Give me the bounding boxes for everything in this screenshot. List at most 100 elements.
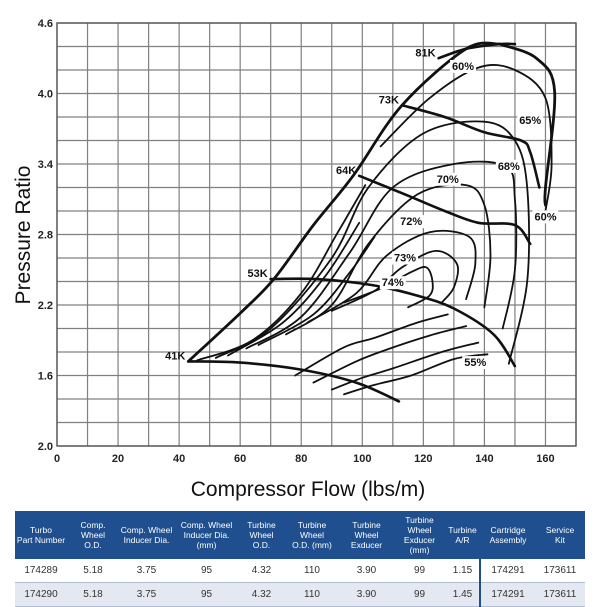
header-inducer-dia-mm: Comp. Wheel Inducer Dia. (mm) bbox=[174, 511, 239, 559]
efficiency-label-bg bbox=[462, 356, 489, 370]
speed-label-64k: 64K bbox=[336, 165, 356, 177]
cell-inducer-dia: 3.75 bbox=[119, 582, 174, 607]
efficiency-island-70 bbox=[285, 183, 492, 336]
table-row: 174290 5.18 3.75 95 4.32 110 3.90 99 1.4… bbox=[15, 582, 585, 607]
efficiency-label: 65% bbox=[519, 115, 541, 127]
speed-line-73k bbox=[400, 104, 541, 189]
chart-curves bbox=[186, 41, 557, 403]
surge-line bbox=[186, 41, 502, 363]
y-tick-label: 3.4 bbox=[38, 159, 54, 171]
header-inducer-dia: Comp. Wheel Inducer Dia. bbox=[119, 511, 174, 559]
x-tick-label: 60 bbox=[234, 453, 246, 465]
cell-turbine-ar: 1.45 bbox=[446, 582, 480, 607]
header-turbine-wheel-od: Turbine Wheel O.D. bbox=[239, 511, 284, 559]
turbo-spec-table: Turbo Part Number Comp. Wheel O.D. Comp. W… bbox=[15, 511, 585, 607]
efficiency-contour-line bbox=[227, 221, 361, 357]
header-part-number: Turbo Part Number bbox=[15, 511, 67, 559]
x-tick-label: 20 bbox=[112, 453, 124, 465]
header-service-kit: Service Kit bbox=[535, 511, 585, 559]
header-turbine-wheel-od-mm: Turbine Wheel O.D. (mm) bbox=[284, 511, 340, 559]
speed-line-41k bbox=[187, 360, 401, 403]
speed-line-64k bbox=[357, 174, 532, 246]
efficiency-contour-line bbox=[257, 235, 376, 346]
x-tick-label: 80 bbox=[295, 453, 307, 465]
chart-labels: 41K 53K 64K 73K 81K 60% 65% 68% 70% 72% 73% 74% 55% 6… bbox=[165, 47, 559, 370]
cell-exducer-mm: 99 bbox=[393, 559, 446, 583]
y-tick-label: 1.6 bbox=[38, 371, 53, 383]
efficiency-label: 70% bbox=[437, 174, 459, 186]
cell-comp-wheel-od: 5.18 bbox=[67, 582, 119, 607]
cell-cartridge-assembly: 174291 bbox=[479, 559, 535, 583]
cell-turbine-wheel-od: 4.32 bbox=[239, 582, 284, 607]
header-exducer: Turbine Wheel Exducer bbox=[340, 511, 393, 559]
cell-exducer: 3.90 bbox=[340, 582, 393, 607]
y-tick-label: 2.0 bbox=[38, 441, 53, 453]
cell-service-kit: 173611 bbox=[535, 559, 585, 583]
cell-inducer-dia-mm: 95 bbox=[174, 582, 239, 607]
efficiency-label-bg bbox=[392, 251, 419, 265]
x-tick-label: 0 bbox=[54, 453, 60, 465]
cell-part-number: 174290 bbox=[15, 582, 67, 607]
header-cartridge-assembly: Cartridge Assembly bbox=[479, 511, 535, 559]
efficiency-contour-line bbox=[312, 325, 467, 384]
cell-turbine-wheel-od-mm: 110 bbox=[284, 559, 340, 583]
cell-part-number: 174289 bbox=[15, 559, 67, 583]
y-tick-label: 4.0 bbox=[38, 89, 53, 101]
speed-line-53k bbox=[269, 277, 517, 368]
efficiency-island-73 bbox=[330, 249, 459, 312]
cell-turbine-ar: 1.15 bbox=[446, 559, 480, 583]
cell-turbine-wheel-od: 4.32 bbox=[239, 559, 284, 583]
efficiency-island-65 bbox=[214, 120, 530, 365]
choke-line bbox=[498, 42, 557, 207]
speed-label-41k: 41K bbox=[165, 350, 185, 362]
cell-exducer-mm: 99 bbox=[393, 582, 446, 607]
speed-label-81k: 81K bbox=[415, 47, 435, 59]
cell-inducer-dia-mm: 95 bbox=[174, 559, 239, 583]
efficiency-label-bg bbox=[379, 276, 406, 290]
cell-exducer: 3.90 bbox=[340, 559, 393, 583]
efficiency-label: 73% bbox=[394, 253, 416, 265]
efficiency-label-bg bbox=[434, 172, 461, 186]
efficiency-contour-line bbox=[294, 313, 449, 377]
efficiency-label: 68% bbox=[498, 161, 520, 173]
cell-service-kit: 173611 bbox=[535, 582, 585, 607]
efficiency-label: 72% bbox=[400, 216, 422, 228]
header-comp-wheel-od: Comp. Wheel O.D. bbox=[67, 511, 119, 559]
y-tick-label: 4.6 bbox=[38, 18, 53, 30]
x-tick-label: 140 bbox=[475, 453, 493, 465]
y-axis-title: Pressure Ratio bbox=[12, 166, 35, 305]
x-tick-label: 40 bbox=[173, 453, 185, 465]
efficiency-label-bg bbox=[495, 159, 522, 173]
x-axis-title: Compressor Flow (lbs/m) bbox=[191, 478, 426, 501]
compressor-map-chart: 41K 53K 64K 73K 81K 60% 65% 68% 70% 72% 73% 74% 55% 6… bbox=[12, 18, 577, 501]
efficiency-label-bg bbox=[398, 215, 425, 229]
y-tick-label: 2.2 bbox=[38, 300, 53, 312]
plot-frame bbox=[56, 22, 577, 447]
header-exducer-mm: Turbine Wheel Exducer (mm) bbox=[393, 511, 446, 559]
chart-grid bbox=[56, 22, 577, 447]
efficiency-island-72 bbox=[306, 229, 477, 324]
chart-ticks: 0 20 40 60 80 100 120 140 160 2.0 1.6 2.2 2.8 3.4 4.0 4… bbox=[38, 18, 555, 465]
table-row: 174289 5.18 3.75 95 4.32 110 3.90 99 1.1… bbox=[15, 559, 585, 583]
x-tick-label: 120 bbox=[414, 453, 432, 465]
efficiency-label: 60% bbox=[452, 61, 474, 73]
cell-cartridge-assembly: 174291 bbox=[479, 582, 535, 607]
efficiency-island-68 bbox=[245, 160, 518, 350]
y-tick-label: 2.8 bbox=[38, 230, 53, 242]
speed-label-53k: 53K bbox=[248, 268, 268, 280]
speed-label-73k: 73K bbox=[379, 94, 399, 106]
x-tick-label: 100 bbox=[353, 453, 371, 465]
header-turbine-ar: Turbine A/R bbox=[446, 511, 480, 559]
efficiency-label: 60% bbox=[534, 211, 556, 223]
x-tick-label: 160 bbox=[536, 453, 554, 465]
efficiency-island-60 bbox=[379, 64, 553, 212]
cell-turbine-wheel-od-mm: 110 bbox=[284, 582, 340, 607]
efficiency-label: 55% bbox=[464, 357, 486, 369]
efficiency-label: 74% bbox=[382, 277, 404, 289]
efficiency-label-bg bbox=[532, 210, 559, 224]
efficiency-label-bg bbox=[517, 114, 544, 128]
speed-line-81k bbox=[437, 42, 517, 60]
cell-comp-wheel-od: 5.18 bbox=[67, 559, 119, 583]
efficiency-label-bg bbox=[450, 60, 477, 73]
cell-inducer-dia: 3.75 bbox=[119, 559, 174, 583]
